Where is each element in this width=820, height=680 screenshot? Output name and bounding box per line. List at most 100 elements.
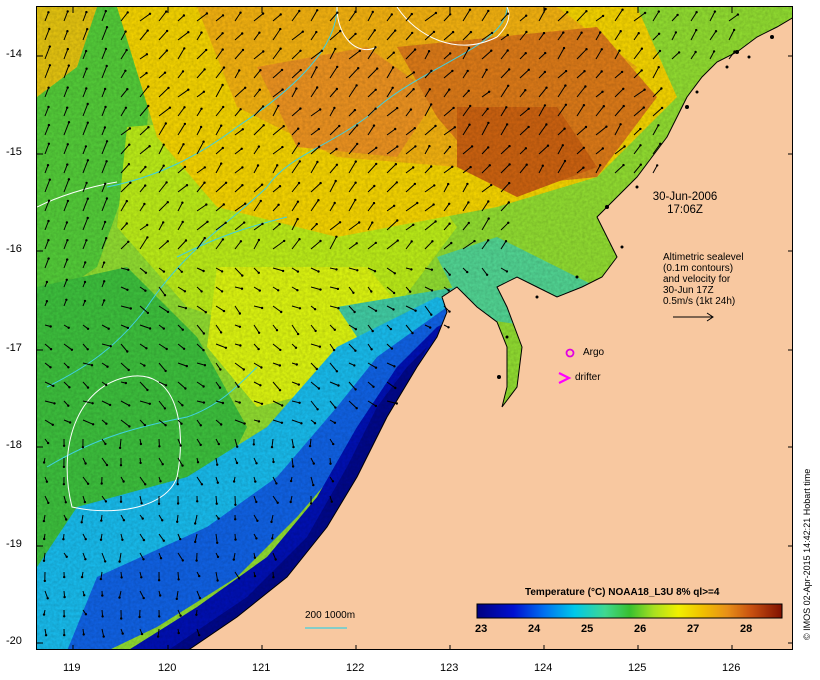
vector-head [221,238,225,241]
velocity-vector [101,552,106,562]
vector-head [370,348,373,351]
vector-head [414,309,417,312]
vector-head [451,165,454,168]
vector-head [239,108,242,111]
vector-head [292,445,295,449]
velocity-vector [291,400,300,404]
velocity-vector [614,124,622,136]
vector-head [332,348,336,352]
vector-head [255,500,258,504]
velocity-vector [500,107,507,117]
velocity-vector [652,66,660,79]
velocity-vector [462,31,472,41]
vector-head [48,27,51,31]
vector-head [622,104,625,108]
vector-head [280,421,284,424]
vector-head [336,65,339,69]
y-tick-label: -19 [6,538,22,550]
vector-head [45,300,49,303]
vector-head [411,31,414,35]
vector-head [181,70,185,73]
vector-head [63,575,66,579]
velocity-vector [82,419,94,425]
velocity-vector [424,240,433,250]
vector-head [147,126,150,129]
velocity-vector [557,104,567,117]
vector-head [86,386,90,389]
vector-head [167,86,170,90]
vector-head [158,445,161,448]
x-tick-label: 126 [722,662,741,674]
vector-head [105,237,108,240]
vector-head [62,483,66,486]
vector-head [118,596,121,599]
velocity-vector [63,107,68,117]
vector-head [313,422,317,425]
velocity-vector [595,71,603,79]
vector-head [582,166,585,169]
vector-head [166,201,169,204]
vector-head [413,48,417,51]
vector-head [148,12,152,15]
velocity-vector [367,163,377,174]
vector-head [338,124,341,128]
vector-head [373,184,376,188]
velocity-vector [82,381,89,388]
vector-head [295,363,298,366]
vector-head [162,221,165,224]
vector-head [102,261,106,264]
velocity-vector [82,217,89,231]
velocity-vector [633,12,646,22]
velocity-vector [519,147,527,155]
vector-head [235,461,239,465]
vector-head [103,280,106,283]
vector-head [196,500,199,503]
vector-head [181,328,184,331]
velocity-vector [63,31,68,41]
vector-head [333,421,337,424]
velocity-vector [310,199,319,212]
vector-head [394,163,398,166]
velocity-vectors [42,7,740,638]
x-tick-label: 120 [158,662,177,674]
vector-head [187,88,190,91]
velocity-vector [272,476,277,484]
velocity-vector [120,31,127,41]
velocity-vector [443,183,449,193]
vector-head [45,280,49,284]
velocity-vector [120,144,130,155]
vector-head [281,145,284,149]
vector-head [184,239,188,242]
vector-head [434,220,437,223]
vector-head [335,147,338,151]
vector-head [281,88,284,91]
velocity-vector [576,126,587,136]
velocity-vector [139,495,143,504]
velocity-vector [595,91,603,98]
velocity-vector [158,201,169,212]
vector-head [488,90,491,94]
vector-head [47,142,51,145]
velocity-vector [481,267,488,276]
velocity-vector [481,122,489,136]
vector-head [147,104,150,108]
velocity-vector [194,533,198,543]
velocity-vector [405,49,416,60]
vector-head [562,31,565,34]
velocity-vector [158,400,166,409]
vector-head [525,163,528,166]
velocity-vector [44,106,49,117]
velocity-vector [63,200,69,212]
vector-head [451,30,455,34]
vector-head [128,425,131,428]
velocity-vector [101,343,111,347]
velocity-vector [348,125,358,136]
vector-head [507,221,510,224]
velocity-vector [576,70,585,79]
vector-head [353,108,357,112]
vector-head [506,33,509,37]
velocity-vector [500,69,510,79]
vector-head [427,50,431,53]
vector-head [374,309,378,312]
vector-head [541,164,544,167]
